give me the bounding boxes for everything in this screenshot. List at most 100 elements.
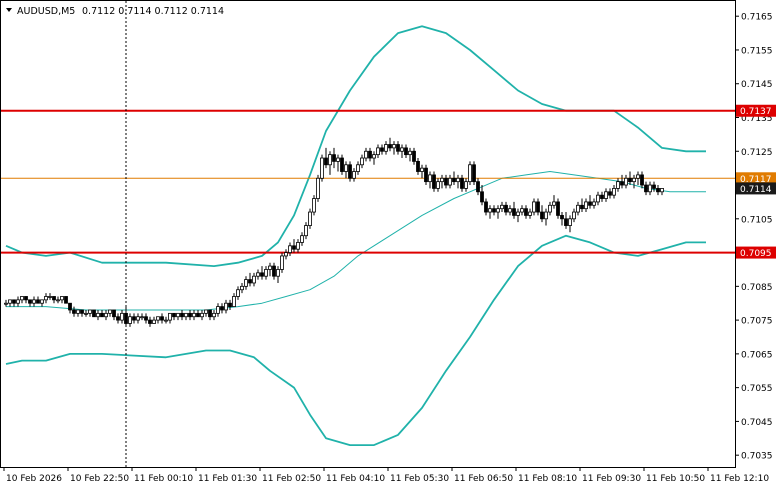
candle-body xyxy=(332,154,336,162)
candle-body xyxy=(328,154,332,166)
candle xyxy=(576,201,580,216)
candle-body xyxy=(528,211,532,216)
candle-body xyxy=(172,312,176,318)
candle xyxy=(648,181,652,196)
candle xyxy=(116,313,120,324)
plot-frame xyxy=(0,0,736,468)
candle-body xyxy=(188,312,192,318)
level-price-tag-text: 0.7095 xyxy=(740,249,772,259)
candle-body xyxy=(144,316,148,321)
candle xyxy=(632,174,636,189)
candle xyxy=(348,161,352,182)
candle xyxy=(636,171,640,186)
time-tick-label: 11 Feb 01:30 xyxy=(198,474,257,484)
candle xyxy=(384,141,388,155)
candle-body xyxy=(256,272,260,277)
time-tick-label: 11 Feb 08:10 xyxy=(518,474,577,484)
candle-body xyxy=(616,181,620,189)
candle-body xyxy=(180,312,184,318)
candle xyxy=(100,309,104,318)
candle-body xyxy=(264,269,268,277)
candle xyxy=(228,299,232,310)
candle-body xyxy=(176,312,180,318)
candle-body xyxy=(364,150,368,159)
candle xyxy=(620,174,624,189)
candle xyxy=(628,171,632,186)
time-tick-label: 10 Feb 22:50 xyxy=(70,474,129,484)
candle xyxy=(112,309,116,321)
candle xyxy=(240,282,244,294)
level-price-tag-box xyxy=(736,246,776,259)
candle xyxy=(148,316,152,327)
candle-body xyxy=(552,201,556,206)
candle-body xyxy=(392,144,396,149)
candle-body xyxy=(344,164,348,172)
candle-body xyxy=(500,204,504,210)
candle xyxy=(456,174,460,189)
price-tick-label: 0.7075 xyxy=(741,317,773,327)
candle xyxy=(120,309,124,324)
candle xyxy=(428,171,432,189)
bid-price-tag-box xyxy=(736,182,776,195)
candle xyxy=(452,171,456,186)
candle-body xyxy=(648,184,652,193)
candle-body xyxy=(512,208,516,216)
candle xyxy=(72,306,76,317)
candle xyxy=(316,174,320,202)
chart-header: AUDUSD,M5 0.7112 0.7114 0.7112 0.7114 xyxy=(6,6,224,17)
candle xyxy=(476,178,480,196)
price-axis[interactable]: 0.71650.71550.71450.71350.71250.71150.71… xyxy=(735,13,773,462)
candle xyxy=(460,174,464,192)
candle-body xyxy=(496,208,500,213)
candle-body xyxy=(300,235,304,243)
candle-body xyxy=(204,309,208,314)
time-tick-label: 11 Feb 00:10 xyxy=(134,474,193,484)
candle-body xyxy=(184,312,188,318)
candle-body xyxy=(216,306,220,314)
candle xyxy=(288,242,292,256)
candle xyxy=(80,309,84,317)
price-tick-label: 0.7055 xyxy=(741,384,773,394)
candle xyxy=(16,296,20,307)
candle-body xyxy=(592,201,596,206)
candle xyxy=(408,147,412,162)
marker-price-tag-box xyxy=(736,172,776,185)
candle-body xyxy=(456,177,460,183)
candle xyxy=(40,299,44,307)
candle xyxy=(68,302,72,314)
candle-body xyxy=(596,194,600,203)
candle xyxy=(416,158,420,175)
candle xyxy=(272,262,276,280)
candle xyxy=(344,161,348,179)
candle xyxy=(564,212,568,229)
candle xyxy=(264,266,268,280)
time-axis[interactable]: 10 Feb 2026 10 Feb 22:50 11 Feb 00:10 11 Fe… xyxy=(3,467,769,484)
candle-body xyxy=(492,208,496,213)
candle xyxy=(400,144,404,159)
candle xyxy=(136,313,140,324)
candle-body xyxy=(472,164,476,183)
candle xyxy=(548,201,552,216)
candle xyxy=(284,249,288,260)
candle-body xyxy=(128,316,132,324)
candle xyxy=(640,171,644,189)
candle-body xyxy=(68,302,72,311)
triangle-down-icon[interactable] xyxy=(6,8,12,12)
candle xyxy=(572,208,576,223)
candle-body xyxy=(100,312,104,318)
candle-body xyxy=(44,296,48,301)
candle xyxy=(216,303,220,317)
candle-body xyxy=(120,312,124,321)
candle-body xyxy=(632,177,636,183)
candle-body xyxy=(524,208,528,216)
candle-body xyxy=(340,157,344,172)
candle-body xyxy=(152,319,156,324)
candle xyxy=(320,154,324,182)
candle-body xyxy=(72,309,76,314)
candle-body xyxy=(484,201,488,213)
candle xyxy=(8,299,12,307)
candle xyxy=(528,208,532,219)
